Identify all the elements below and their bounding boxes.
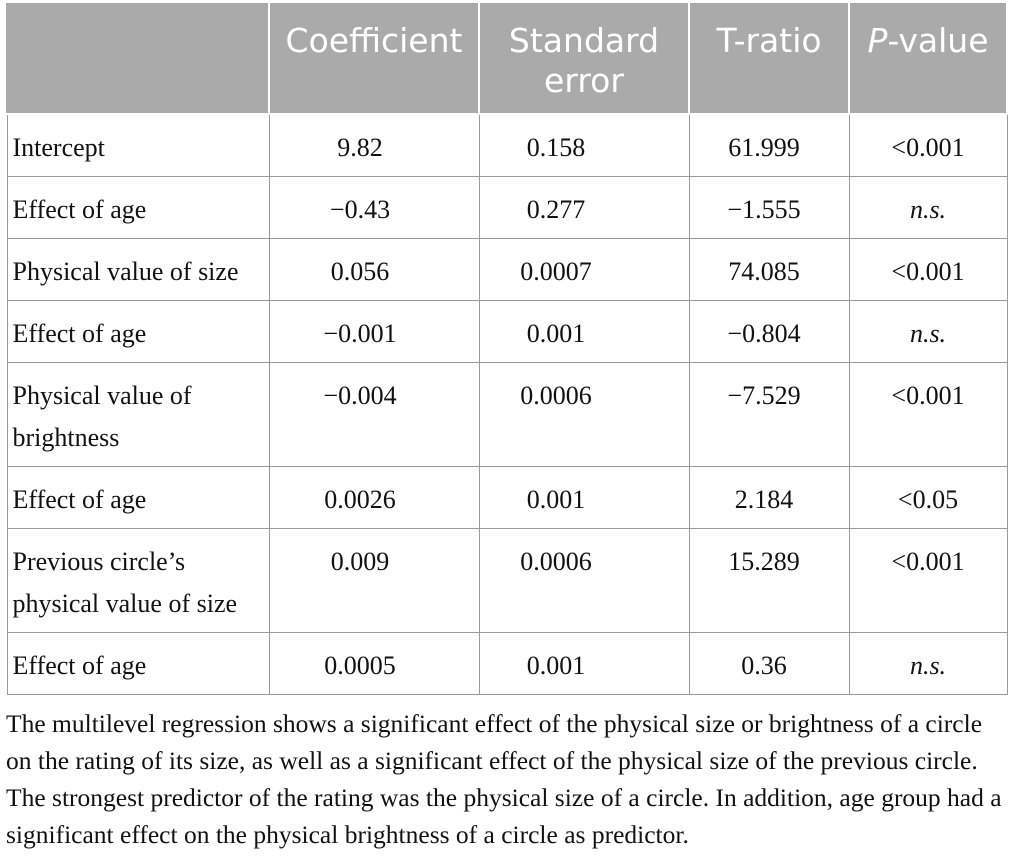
- row-label: Effect of age: [6, 631, 270, 695]
- coefficient-cell: −0.004: [268, 361, 480, 467]
- t-ratio-cell: 15.289: [688, 527, 850, 633]
- row-label: Effect of age: [6, 299, 270, 363]
- coefficient-cell: 0.009: [268, 527, 480, 633]
- p-value-cell: <0.001: [848, 113, 1008, 177]
- header-label-column: [6, 1, 270, 115]
- table-row: Effect of age −0.001 0.001 −0.804 n.s.: [6, 299, 1008, 363]
- table-row: Effect of age 0.0026 0.001 2.184 <0.05: [6, 465, 1008, 529]
- header-t-ratio: T-ratio: [688, 1, 850, 115]
- coefficient-cell: 0.0026: [268, 465, 480, 529]
- p-value-cell: <0.001: [848, 361, 1008, 467]
- p-value-cell: <0.001: [848, 527, 1008, 633]
- regression-table: Coefficient Standard error T-ratio P-val…: [6, 1, 1008, 695]
- std-error-cell: 0.0007: [478, 237, 690, 301]
- table-row: Effect of age 0.0005 0.001 0.36 n.s.: [6, 631, 1008, 695]
- t-ratio-cell: 0.36: [688, 631, 850, 695]
- p-value-cell: n.s.: [848, 631, 1008, 695]
- std-error-cell: 0.277: [478, 175, 690, 239]
- header-p-value-rest: -value: [887, 21, 989, 60]
- row-label: Intercept: [6, 113, 270, 177]
- table-row: Physical value of size 0.056 0.0007 74.0…: [6, 237, 1008, 301]
- t-ratio-cell: 61.999: [688, 113, 850, 177]
- regression-table-container: Coefficient Standard error T-ratio P-val…: [6, 1, 1008, 695]
- table-row: Physical value of brightness −0.004 0.00…: [6, 361, 1008, 467]
- p-value-cell: n.s.: [848, 299, 1008, 363]
- header-p-value: P-value: [848, 1, 1008, 115]
- table-footnote: The multilevel regression shows a signif…: [6, 709, 1002, 849]
- p-value-cell: <0.05: [848, 465, 1008, 529]
- std-error-cell: 0.158: [478, 113, 690, 177]
- row-label: Physical value of size: [6, 237, 270, 301]
- header-standard-error: Standard error: [478, 1, 690, 115]
- coefficient-cell: −0.43: [268, 175, 480, 239]
- coefficient-cell: −0.001: [268, 299, 480, 363]
- coefficient-cell: 0.056: [268, 237, 480, 301]
- row-label: Previous circle’s physical value of size: [6, 527, 270, 633]
- std-error-cell: 0.001: [478, 465, 690, 529]
- t-ratio-cell: −0.804: [688, 299, 850, 363]
- t-ratio-cell: 2.184: [688, 465, 850, 529]
- row-label: Effect of age: [6, 465, 270, 529]
- row-label: Effect of age: [6, 175, 270, 239]
- coefficient-cell: 9.82: [268, 113, 480, 177]
- table-row: Effect of age −0.43 0.277 −1.555 n.s.: [6, 175, 1008, 239]
- header-p-value-italic: P: [867, 21, 888, 60]
- p-value-cell: <0.001: [848, 237, 1008, 301]
- std-error-cell: 0.0006: [478, 527, 690, 633]
- header-coefficient: Coefficient: [268, 1, 480, 115]
- t-ratio-cell: −1.555: [688, 175, 850, 239]
- row-label: Physical value of brightness: [6, 361, 270, 467]
- std-error-cell: 0.0006: [478, 361, 690, 467]
- table-row: Intercept 9.82 0.158 61.999 <0.001: [6, 113, 1008, 177]
- p-value-cell: n.s.: [848, 175, 1008, 239]
- std-error-cell: 0.001: [478, 299, 690, 363]
- table-header-row: Coefficient Standard error T-ratio P-val…: [6, 1, 1008, 115]
- t-ratio-cell: 74.085: [688, 237, 850, 301]
- coefficient-cell: 0.0005: [268, 631, 480, 695]
- table-row: Previous circle’s physical value of size…: [6, 527, 1008, 633]
- t-ratio-cell: −7.529: [688, 361, 850, 467]
- std-error-cell: 0.001: [478, 631, 690, 695]
